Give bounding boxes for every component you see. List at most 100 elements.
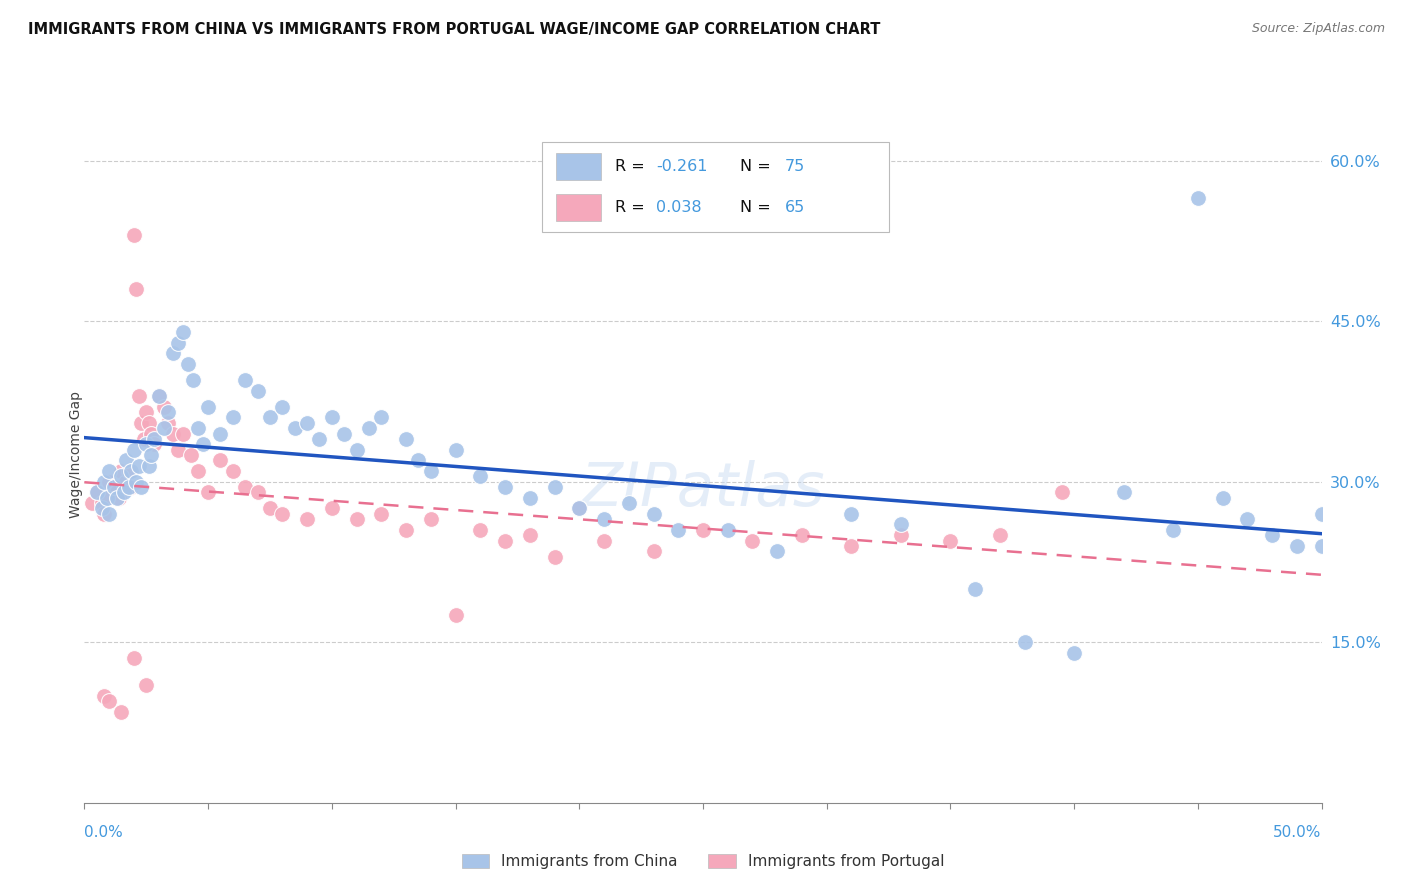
- Point: [222, 464, 245, 478]
- Point: [90, 496, 112, 510]
- Point: [643, 507, 665, 521]
- Point: [295, 416, 318, 430]
- Point: [135, 678, 157, 692]
- Point: [80, 496, 103, 510]
- Point: [142, 432, 165, 446]
- Point: [308, 432, 330, 446]
- Point: [125, 282, 148, 296]
- Point: [741, 533, 763, 548]
- Point: [295, 512, 318, 526]
- Point: [1014, 635, 1036, 649]
- Point: [105, 491, 128, 505]
- Point: [271, 507, 294, 521]
- Point: [103, 480, 125, 494]
- Point: [1112, 485, 1135, 500]
- Point: [1236, 512, 1258, 526]
- Point: [246, 384, 269, 398]
- Point: [617, 496, 640, 510]
- Point: [1050, 485, 1073, 500]
- Point: [841, 507, 863, 521]
- Point: [1261, 528, 1284, 542]
- Point: [98, 475, 121, 489]
- Point: [321, 410, 343, 425]
- Point: [346, 442, 368, 457]
- Point: [141, 448, 163, 462]
- Text: ZIPatlas: ZIPatlas: [581, 460, 825, 519]
- Point: [115, 475, 138, 489]
- Point: [125, 475, 148, 489]
- Point: [395, 432, 418, 446]
- Point: [1187, 191, 1209, 205]
- Point: [233, 480, 256, 494]
- Point: [157, 416, 180, 430]
- Point: [643, 544, 665, 558]
- Point: [132, 432, 155, 446]
- Point: [90, 501, 112, 516]
- Text: IMMIGRANTS FROM CHINA VS IMMIGRANTS FROM PORTUGAL WAGE/INCOME GAP CORRELATION CH: IMMIGRANTS FROM CHINA VS IMMIGRANTS FROM…: [28, 22, 880, 37]
- Point: [284, 421, 307, 435]
- Point: [593, 533, 616, 548]
- Point: [191, 437, 214, 451]
- Point: [93, 507, 115, 521]
- Point: [370, 507, 392, 521]
- Point: [494, 533, 516, 548]
- Point: [152, 400, 174, 414]
- Point: [157, 405, 180, 419]
- Point: [259, 501, 281, 516]
- Point: [172, 325, 194, 339]
- Point: [93, 475, 115, 489]
- Point: [120, 464, 142, 478]
- Point: [965, 582, 987, 596]
- Point: [110, 464, 132, 478]
- Point: [86, 485, 108, 500]
- Point: [98, 464, 121, 478]
- Point: [167, 335, 190, 350]
- Point: [96, 491, 118, 505]
- Point: [717, 523, 740, 537]
- Point: [112, 485, 135, 500]
- Point: [568, 501, 591, 516]
- Point: [110, 469, 132, 483]
- Point: [138, 458, 160, 473]
- Point: [1063, 646, 1085, 660]
- Point: [939, 533, 962, 548]
- Point: [357, 421, 380, 435]
- Point: [138, 416, 160, 430]
- Point: [103, 480, 125, 494]
- Point: [444, 442, 467, 457]
- Point: [790, 528, 813, 542]
- Point: [1212, 491, 1234, 505]
- Point: [1310, 507, 1333, 521]
- Point: [209, 453, 232, 467]
- Point: [543, 549, 565, 564]
- Point: [98, 507, 121, 521]
- Y-axis label: Wage/Income Gap: Wage/Income Gap: [69, 392, 83, 518]
- Point: [115, 453, 138, 467]
- Point: [128, 389, 150, 403]
- Point: [180, 448, 202, 462]
- Text: 50.0%: 50.0%: [1274, 825, 1322, 840]
- Point: [197, 400, 219, 414]
- Point: [96, 491, 118, 505]
- Text: Source: ZipAtlas.com: Source: ZipAtlas.com: [1251, 22, 1385, 36]
- Point: [593, 512, 616, 526]
- Point: [152, 421, 174, 435]
- Point: [129, 416, 152, 430]
- Point: [321, 501, 343, 516]
- Point: [181, 373, 204, 387]
- Point: [209, 426, 232, 441]
- Point: [890, 528, 912, 542]
- Point: [333, 426, 356, 441]
- Point: [519, 491, 541, 505]
- Point: [271, 400, 294, 414]
- Point: [187, 421, 209, 435]
- Point: [766, 544, 789, 558]
- Point: [162, 426, 184, 441]
- Point: [142, 437, 165, 451]
- Point: [666, 523, 689, 537]
- Point: [118, 464, 141, 478]
- Point: [177, 357, 200, 371]
- Point: [692, 523, 714, 537]
- Point: [122, 651, 145, 665]
- Point: [890, 517, 912, 532]
